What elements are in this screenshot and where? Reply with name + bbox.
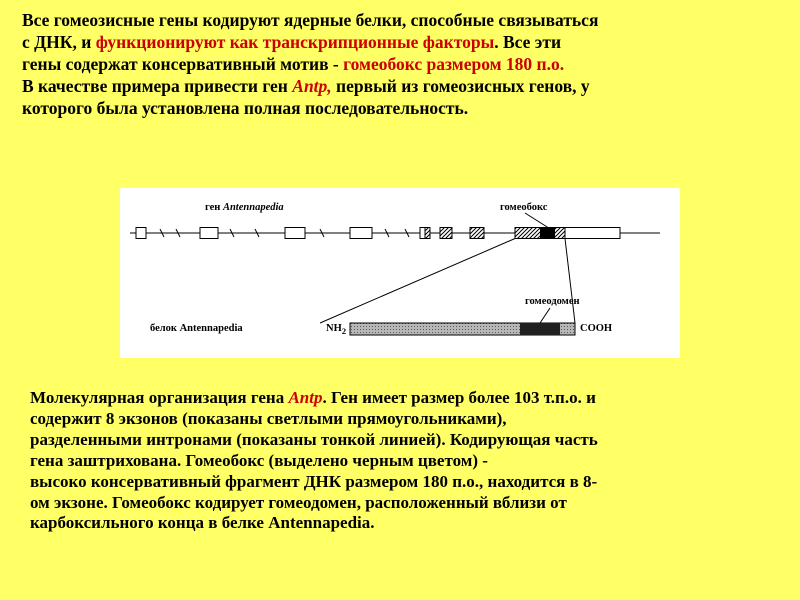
- top-line3b: гомеобокс размером 180 п.о.: [343, 54, 564, 74]
- top-line2b: функционируют как транскрипционные факто…: [96, 32, 495, 52]
- top-line2c: . Все эти: [494, 32, 561, 52]
- top-paragraph: Все гомеозисные гены кодируют ядерные бе…: [22, 10, 778, 119]
- homeodomain-label: гомеодомен: [525, 296, 580, 307]
- bot-l1c: . Ген имеет размер более 103 т.п.о. и: [323, 388, 596, 407]
- gene-diagram: ген Antennapedia гомеобокс гомеодомен бе…: [120, 188, 680, 358]
- bot-l6: ом экзоне. Гомеобокс кодирует гомеодомен…: [30, 493, 567, 512]
- top-line2a: с ДНК, и: [22, 32, 96, 52]
- top-line4c: первый из гомеозисных генов, у: [332, 76, 590, 96]
- protein-label: белок Antennapedia: [150, 323, 243, 334]
- bot-l4: гена заштрихована. Гомеобокс (выделено ч…: [30, 451, 488, 470]
- slide: Все гомеозисные гены кодируют ядерные бе…: [0, 0, 800, 600]
- top-line4b: Antp,: [292, 76, 331, 96]
- top-line3a: гены содержат консервативный мотив -: [22, 54, 343, 74]
- nh2-label: NH2: [326, 323, 346, 336]
- bot-l7: карбоксильного конца в белке Antennapedi…: [30, 513, 375, 532]
- top-line4a: В качестве примера привести ген: [22, 76, 292, 96]
- gene-label: ген Antennapedia: [205, 202, 284, 213]
- bot-l2: содержит 8 экзонов (показаны светлыми пр…: [30, 409, 507, 428]
- bot-l1a: Молекулярная организация гена: [30, 388, 288, 407]
- top-line1: Все гомеозисные гены кодируют ядерные бе…: [22, 10, 598, 30]
- bottom-paragraph: Молекулярная организация гена Antp. Ген …: [30, 388, 770, 534]
- bot-l5: высоко консервативный фрагмент ДНК разме…: [30, 472, 597, 491]
- cooh-label: COOH: [580, 323, 612, 334]
- top-line5: которого была установлена полная последо…: [22, 98, 468, 118]
- bot-l1b: Antp: [288, 388, 322, 407]
- bot-l3: разделенными интронами (показаны тонкой …: [30, 430, 598, 449]
- homeobox-label: гомеобокс: [500, 202, 547, 213]
